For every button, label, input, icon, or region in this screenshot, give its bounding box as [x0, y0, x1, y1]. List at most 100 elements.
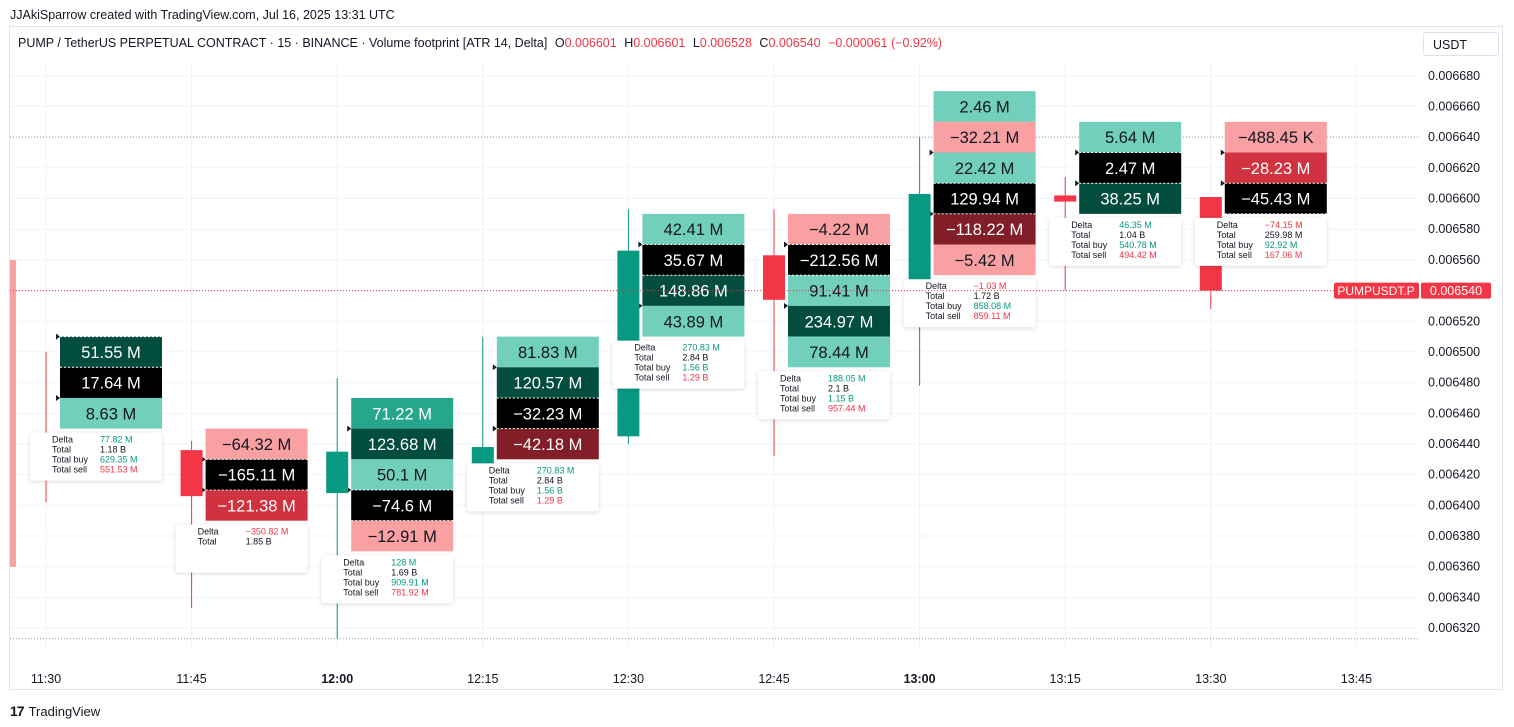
summary-label: Delta — [198, 527, 219, 537]
summary-label: Total — [634, 353, 653, 363]
summary-label: Total — [1217, 230, 1236, 240]
footprint-cell-value: −165.11 M — [218, 467, 295, 485]
footprint-cell — [933, 91, 1036, 122]
footprint-cell — [1079, 183, 1182, 214]
footprint-cell — [496, 397, 599, 429]
footprint-cell-value: 91.41 M — [809, 283, 869, 301]
footprint-cell — [1224, 121, 1327, 153]
footprint-cell — [496, 428, 599, 460]
footprint-bar: 51.55 M 17.64 M 8.63 M Delta 77.82 M Total 1.1… — [30, 333, 162, 503]
footprint-cell-value: −28.23 M — [1241, 160, 1310, 178]
candle-body — [908, 193, 931, 302]
footprint-cell — [788, 305, 890, 337]
summary-value: 128 M — [391, 557, 416, 567]
time-tick-label: 11:30 — [31, 672, 61, 686]
footprint-cell — [933, 183, 1036, 214]
legend-open-label: O — [554, 36, 565, 50]
footprint-cell-value: 120.57 M — [513, 375, 582, 393]
legend-high-label: H — [624, 36, 634, 50]
footprint-cell-value: 35.67 M — [664, 252, 724, 270]
currency-button[interactable]: USDT — [1423, 32, 1499, 56]
summary-box — [1194, 217, 1327, 266]
footprint-cell-value: −32.21 M — [950, 129, 1019, 147]
summary-label: Delta — [780, 373, 801, 383]
summary-label: Delta — [489, 465, 510, 475]
tradingview-brand: 17 TradingView — [10, 703, 100, 719]
summary-value: −1.03 M — [974, 281, 1007, 291]
summary-value: 167.06 M — [1265, 250, 1303, 260]
summary-box — [903, 279, 1036, 328]
footprint-cell — [496, 367, 599, 398]
footprint-cell — [933, 152, 1036, 184]
footprint-cell-value: 2.46 M — [959, 98, 1009, 116]
summary-box — [30, 432, 162, 481]
summary-value: 781.92 M — [391, 587, 429, 597]
footprint-cell-value: −74.6 M — [372, 497, 432, 515]
summary-label: Total — [780, 383, 799, 393]
summary-label: Total buy — [52, 455, 89, 465]
summary-label: Total buy — [926, 301, 963, 311]
footprint-bar: 2.46 M −32.21 M 22.42 M 129.94 M −118.22 M −5… — [903, 91, 1036, 386]
footprint-bar: 42.41 M 35.67 M 148.86 M 43.89 M Delta 270.83… — [612, 209, 745, 444]
footprint-cell-value: −32.23 M — [513, 405, 582, 423]
footprint-cell-value: 43.89 M — [664, 313, 724, 331]
legend-low: 0.006528 — [699, 36, 752, 50]
footprint-bar: −4.22 M −212.56 M 91.41 M 234.97 M 78.44 M De… — [758, 209, 890, 457]
summary-value: 957.44 M — [828, 403, 866, 413]
summary-value: 1.56 B — [537, 485, 563, 495]
time-tick-label: 12:30 — [613, 672, 644, 686]
value-area-marker — [1075, 180, 1080, 187]
summary-label: Total — [343, 567, 362, 577]
last-price-labels: PUMPUSDT.P 0.006540 — [1334, 282, 1491, 299]
summary-label: Total sell — [926, 311, 961, 321]
footprint-cell — [205, 459, 308, 490]
footprint-cell — [642, 305, 745, 337]
time-tick-label: 11:45 — [176, 672, 206, 686]
summary-label: Total buy — [1071, 240, 1108, 250]
candle-body — [326, 451, 349, 494]
footprint-cell-value: 50.1 M — [377, 467, 427, 485]
price-tick-label: 0.006680 — [1428, 69, 1480, 83]
legend-symbol: PUMP / TetherUS PERPETUAL CONTRACT · 15 … — [18, 36, 548, 50]
footprint-cell — [933, 121, 1036, 153]
summary-label: Delta — [343, 557, 364, 567]
summary-label: Total — [1071, 230, 1090, 240]
value-area-marker — [784, 241, 788, 248]
legend-close-label: C — [759, 36, 769, 50]
value-area-marker — [56, 394, 60, 401]
footprint-cell — [1224, 183, 1327, 214]
time-tick-label: 13:45 — [1341, 672, 1372, 686]
footprint-cell — [1079, 152, 1182, 184]
summary-label: Total sell — [52, 465, 87, 475]
footprint-cell-value: 17.64 M — [81, 375, 141, 393]
summary-label: Total sell — [634, 373, 669, 383]
footprint-cell — [351, 489, 454, 521]
summary-label: Total — [198, 537, 217, 547]
summary-label: Delta — [1071, 220, 1092, 230]
tradingview-name: TradingView — [28, 703, 101, 719]
summary-value: 46.35 M — [1119, 220, 1152, 230]
footprint-cell-value: −64.32 M — [222, 436, 291, 454]
price-tick-label: 0.006360 — [1428, 560, 1480, 574]
footprint-cell-value: 22.42 M — [955, 160, 1015, 178]
summary-value: 1.56 B — [682, 363, 708, 373]
footprint-cell-value: 8.63 M — [86, 405, 136, 423]
value-area-marker — [347, 425, 352, 432]
footprint-cell — [205, 489, 308, 521]
summary-label: Total buy — [634, 363, 671, 373]
summary-value: 188.05 M — [828, 373, 866, 383]
price-tick-label: 0.006660 — [1428, 99, 1480, 113]
summary-value: 858.08 M — [974, 301, 1012, 311]
summary-value: 1.69 B — [391, 567, 417, 577]
legend-open: 0.006601 — [564, 36, 617, 50]
footprint-bar: 81.83 M 120.57 M −32.23 M −42.18 M Delta 270.… — [466, 336, 599, 512]
time-tick-label: 13:00 — [904, 672, 936, 686]
footprint-cell-value: 71.22 M — [372, 405, 432, 423]
footprint-cell-value: 129.94 M — [950, 191, 1019, 209]
time-tick-label: 12:45 — [758, 672, 789, 686]
price-tick-label: 0.006520 — [1428, 314, 1480, 328]
summary-label: Total buy — [780, 393, 817, 403]
summary-label: Total sell — [489, 495, 524, 505]
footprint-bar: 71.22 M 123.68 M 50.1 M −74.6 M −12.91 M Delt… — [321, 378, 454, 639]
